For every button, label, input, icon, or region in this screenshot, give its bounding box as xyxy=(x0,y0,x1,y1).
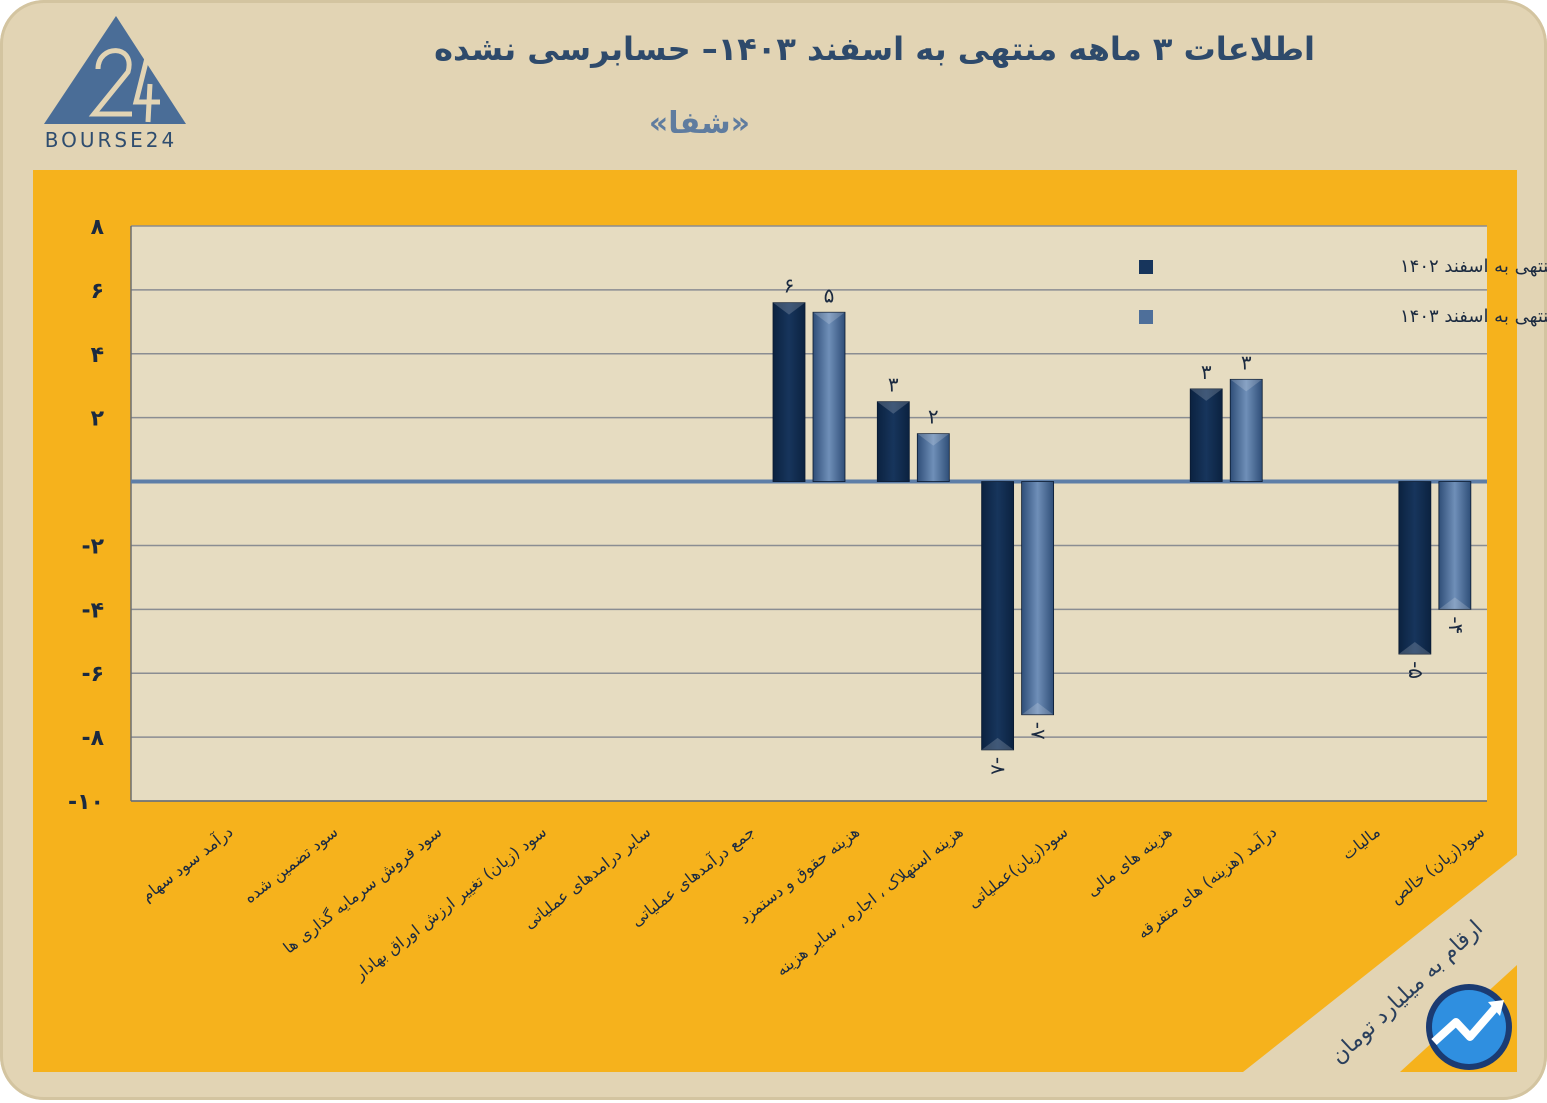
bar xyxy=(876,401,910,482)
page-title: اطلاعات ۳ ماهه منتهی به اسفند ۱۴۰۳– حساب… xyxy=(434,30,1315,68)
bar-cap xyxy=(1021,702,1054,715)
logo-text: BOURSE24 xyxy=(44,128,178,152)
bar xyxy=(1438,481,1472,610)
data-label: -۵ xyxy=(1404,661,1428,679)
data-label: ۳ xyxy=(1241,350,1252,374)
plot-area xyxy=(131,226,1487,801)
y-tick-label: ۶ xyxy=(91,279,104,304)
bar-cap xyxy=(773,302,805,315)
data-label: ۵ xyxy=(824,283,835,307)
y-tick-label: -۸ xyxy=(81,726,104,751)
data-label: -۷ xyxy=(1027,722,1051,740)
data-label: -۴ xyxy=(1444,616,1468,634)
y-tick-label: ۴ xyxy=(91,343,104,368)
page-subtitle: «شفا» xyxy=(648,106,750,141)
bar xyxy=(1021,481,1055,716)
legend-swatch xyxy=(1139,310,1153,324)
data-label: ۳ xyxy=(1201,360,1212,384)
data-label: -۸ xyxy=(987,757,1011,775)
bar xyxy=(772,302,806,482)
chart-trend-icon xyxy=(1426,984,1512,1070)
bar-cap xyxy=(1398,642,1431,655)
data-label: ۲ xyxy=(928,405,939,429)
legend-label: عملکرد منتهی به اسفند ۱۴۰۲ xyxy=(1400,256,1547,277)
legend-swatch xyxy=(1139,260,1153,274)
bar-cap xyxy=(1438,597,1471,610)
bar-cap xyxy=(981,737,1014,750)
bar xyxy=(981,481,1015,751)
y-tick-label: -۶ xyxy=(81,662,104,687)
bourse24-logo xyxy=(44,16,186,124)
bar-cap xyxy=(1190,388,1223,401)
y-tick-label: ۸ xyxy=(91,215,105,240)
bar xyxy=(1398,481,1432,655)
bar-cap xyxy=(813,312,845,325)
bar xyxy=(812,311,846,482)
bar xyxy=(916,433,950,482)
legend-label: عملکرد منتهی به اسفند ۱۴۰۳ xyxy=(1400,306,1547,327)
y-tick-label: -۱۰ xyxy=(68,790,104,815)
bar xyxy=(1189,388,1223,482)
bar-cap xyxy=(917,433,950,446)
y-tick-label: ۲ xyxy=(91,407,105,432)
y-tick-label: -۲ xyxy=(81,534,104,559)
data-label: ۶ xyxy=(784,274,795,298)
bar-cap xyxy=(877,401,910,414)
bar xyxy=(1229,378,1263,482)
data-label: ۳ xyxy=(888,373,899,397)
y-tick-label: -۴ xyxy=(81,598,104,623)
bar-cap xyxy=(1230,379,1263,392)
